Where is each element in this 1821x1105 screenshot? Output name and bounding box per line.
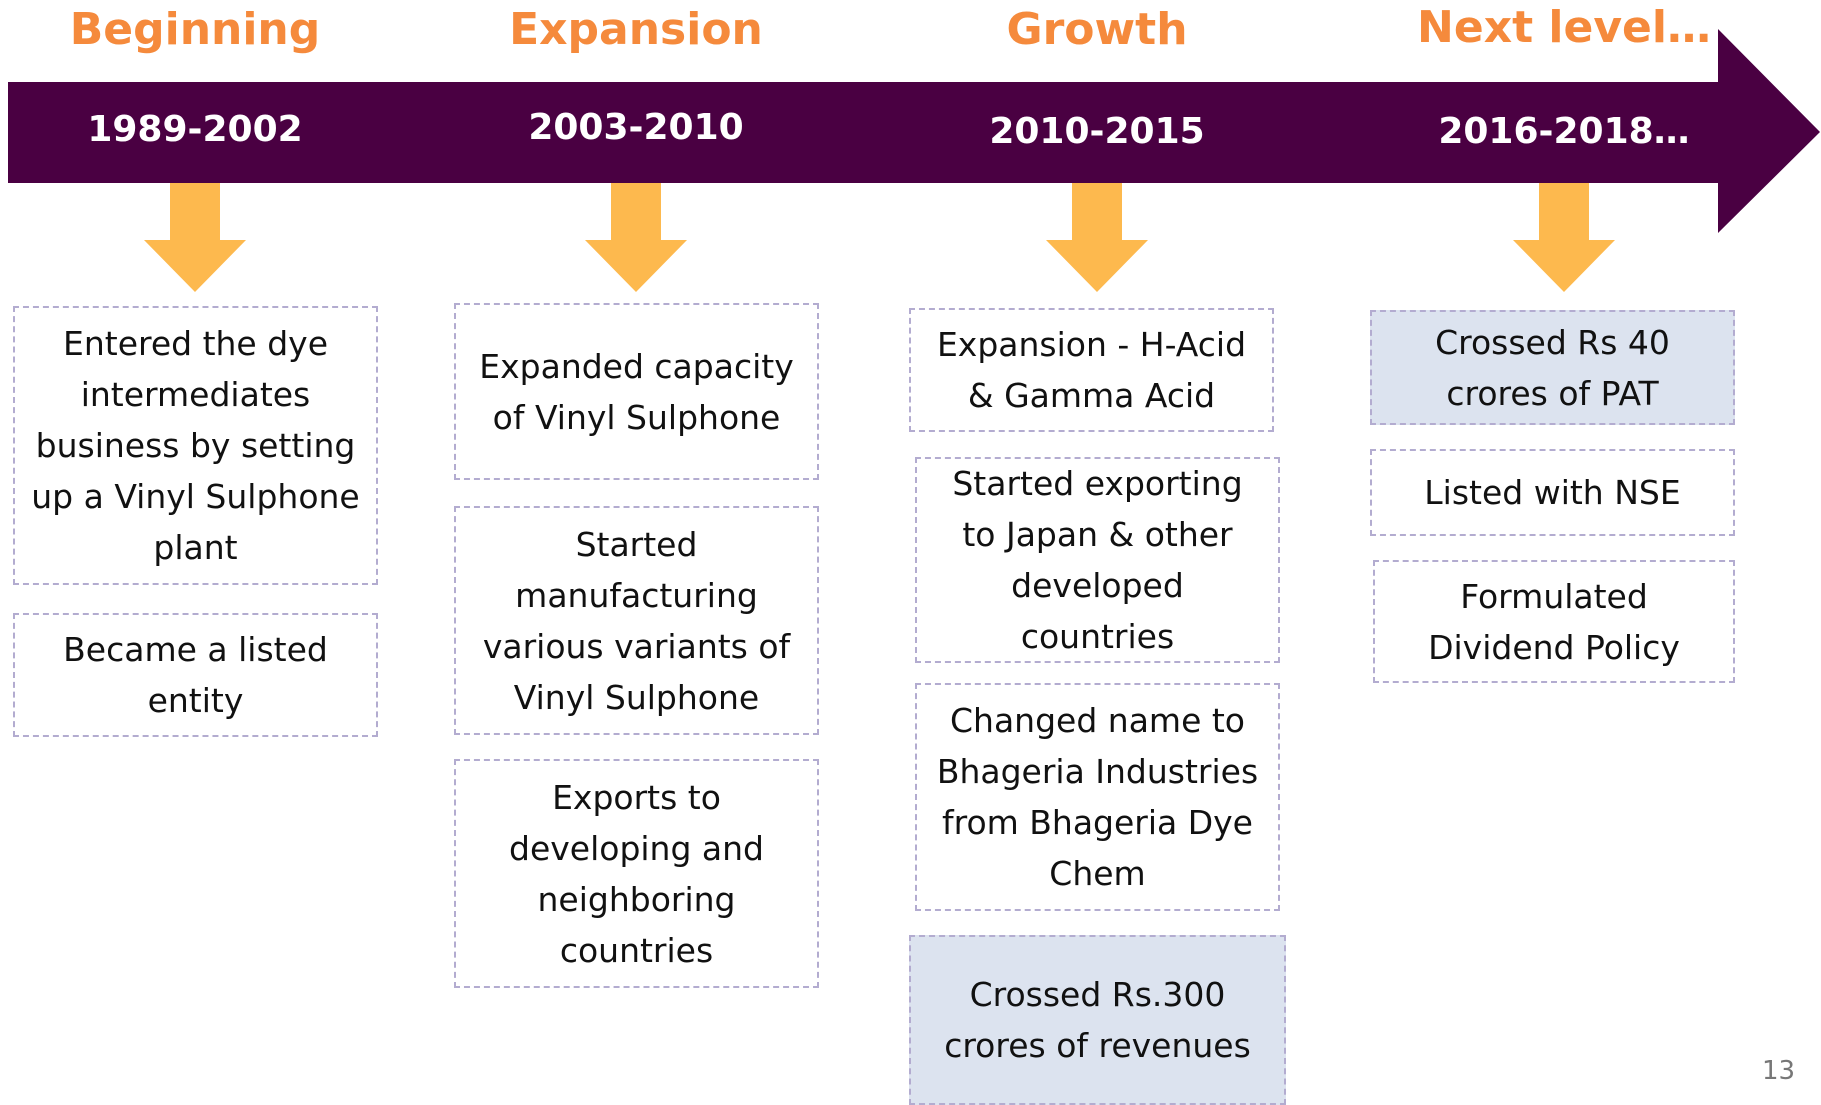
- milestone-box: Listed with NSE: [1370, 449, 1735, 536]
- phase-years: 2003-2010: [528, 107, 744, 148]
- phase-title: Beginning: [69, 4, 321, 55]
- milestone-box: Entered the dye intermediates business b…: [13, 306, 378, 585]
- phase-years: 1989-2002: [87, 109, 303, 150]
- milestone-box: Crossed Rs.300 crores of revenues: [909, 935, 1286, 1105]
- milestone-box: Changed name to Bhageria Industries from…: [915, 683, 1280, 911]
- milestone-box: Expanded capacity of Vinyl Sulphone: [454, 303, 819, 480]
- milestone-box: Formulated Dividend Policy: [1373, 560, 1735, 683]
- milestone-box: Became a listed entity: [13, 613, 378, 737]
- phase-title: Growth: [1006, 4, 1188, 55]
- milestone-box: Crossed Rs 40 crores of PAT: [1370, 310, 1735, 425]
- phase-years: 2010-2015: [989, 111, 1205, 152]
- phase-years: 2016-2018…: [1438, 111, 1690, 152]
- milestone-box: Started exporting to Japan & other devel…: [915, 457, 1280, 663]
- milestone-box: Exports to developing and neighboring co…: [454, 759, 819, 988]
- milestone-box: Expansion - H-Acid & Gamma Acid: [909, 308, 1274, 432]
- page-number: 13: [1762, 1056, 1796, 1086]
- down-arrows: [144, 183, 1615, 292]
- milestone-box: Started manufacturing various variants o…: [454, 506, 819, 735]
- phase-title: Expansion: [509, 4, 763, 55]
- down-arrow: [1046, 183, 1148, 292]
- down-arrow: [585, 183, 687, 292]
- down-arrow: [144, 183, 246, 292]
- down-arrow: [1513, 183, 1615, 292]
- phase-title: Next level…: [1417, 2, 1711, 53]
- timeline-arrow: [8, 29, 1820, 233]
